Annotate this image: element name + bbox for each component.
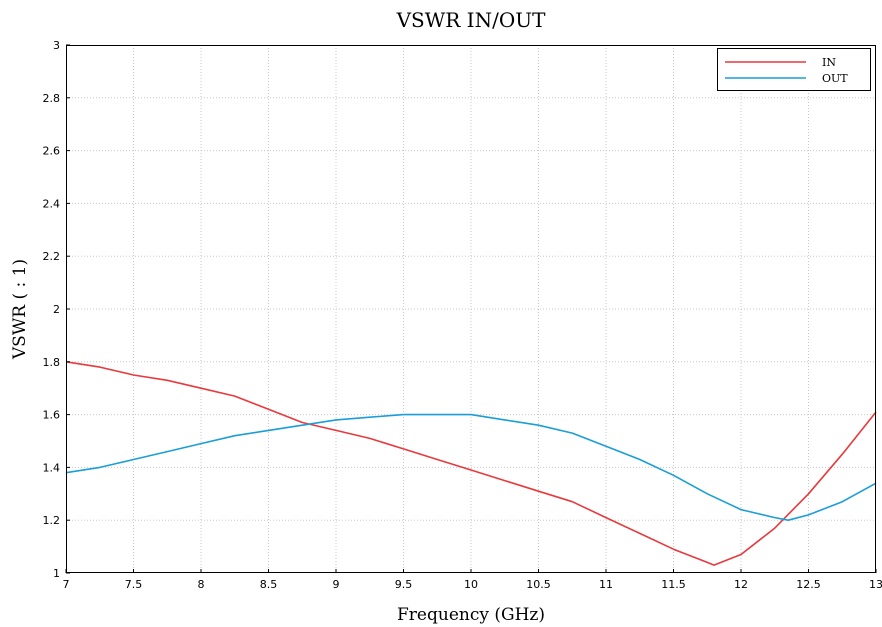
x-tick-label: 12.5	[796, 578, 821, 591]
legend-label-in: IN	[822, 56, 836, 69]
x-tick-label: 11	[599, 578, 613, 591]
series-line-out	[65, 413, 877, 522]
y-tick-label: 1	[53, 567, 60, 580]
x-tick-label: 8	[198, 578, 205, 591]
series-line-in	[65, 361, 877, 566]
series-layer	[65, 361, 877, 566]
legend-label-out: OUT	[822, 72, 848, 85]
x-tick-label: 8.5	[260, 578, 278, 591]
y-tick-label: 1.4	[43, 461, 61, 474]
y-tick-label: 1.6	[43, 409, 61, 422]
y-tick-label: 1.8	[43, 356, 61, 369]
y-tick-label: 2.8	[43, 92, 61, 105]
x-tick-label: 10	[464, 578, 478, 591]
legend: IN OUT	[717, 48, 871, 91]
y-tick-label: 2.4	[43, 197, 61, 210]
x-tick-label: 12	[734, 578, 748, 591]
y-tick-label: 2.2	[43, 250, 61, 263]
y-tick-label: 1.2	[43, 514, 61, 527]
x-tick-label: 9.5	[395, 578, 413, 591]
x-tick-label: 11.5	[661, 578, 686, 591]
x-axis-label: Frequency (GHz)	[397, 605, 545, 625]
chart-title: VSWR IN/OUT	[396, 8, 547, 32]
y-tick-label: 2.6	[43, 145, 61, 158]
y-axis-label: VSWR ( : 1)	[10, 259, 30, 360]
x-tick-label: 7.5	[125, 578, 143, 591]
x-tick-label: 7	[63, 578, 70, 591]
y-tick-label: 2	[53, 303, 60, 316]
axis-ticks: 7 7.5 8 8.5 9 9.5 10 10.5 11 11.5 12 12.5 13 1 1.2 1.4 1…	[43, 39, 882, 591]
x-tick-label: 13	[869, 578, 882, 591]
x-tick-label: 10.5	[526, 578, 551, 591]
legend-box	[717, 48, 871, 91]
y-tick-label: 3	[53, 39, 60, 52]
grid	[66, 45, 876, 573]
x-tick-label: 9	[333, 578, 340, 591]
